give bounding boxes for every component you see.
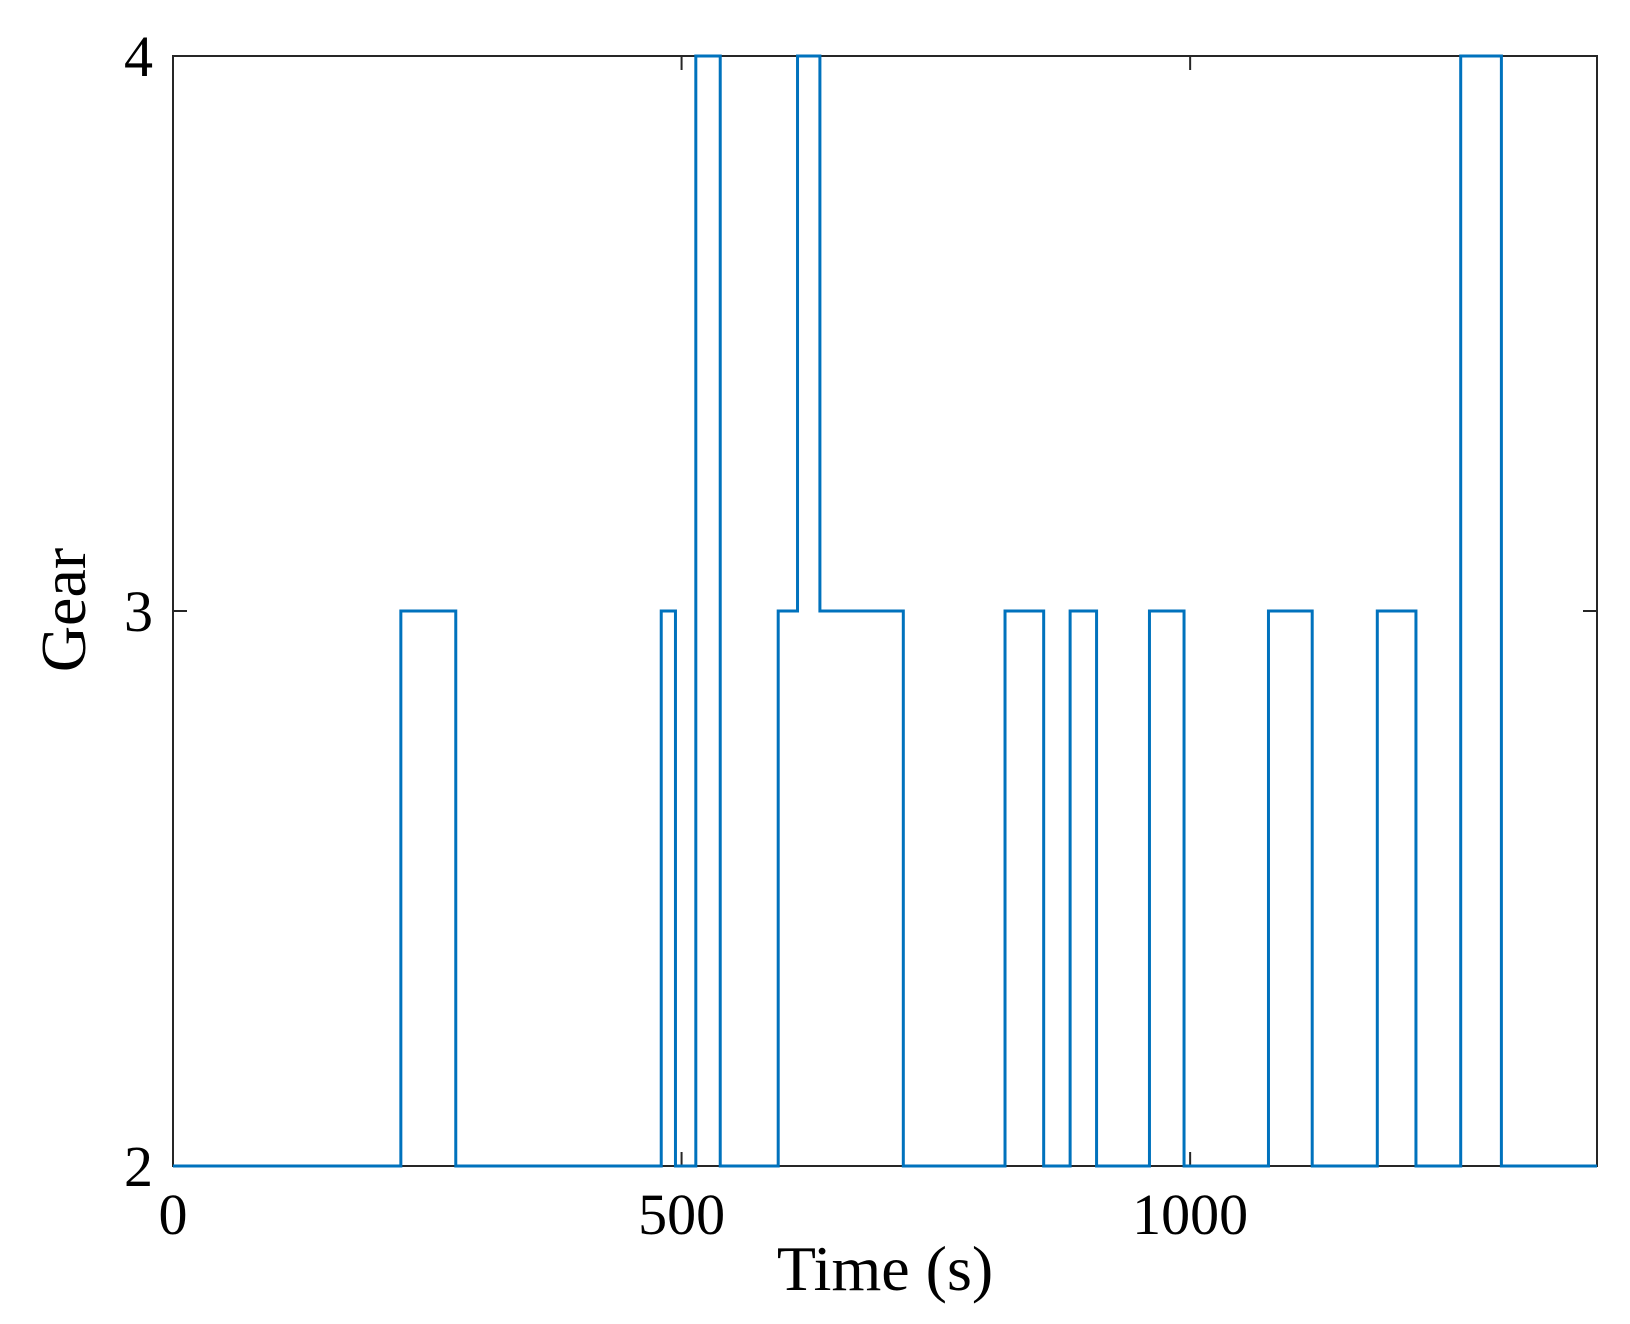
x-tick-group: 0 500 1000 [159, 56, 1248, 1247]
series-line-gear [173, 54, 1597, 1168]
y-tick-label: 4 [124, 24, 153, 89]
y-tick-group: 2 3 4 [124, 24, 1597, 1199]
x-tick-label: 1000 [1132, 1182, 1248, 1247]
y-axis-label: Gear [28, 548, 99, 672]
x-tick-label: 500 [638, 1182, 725, 1247]
x-tick-label: 0 [159, 1182, 188, 1247]
y-tick-label: 2 [124, 1134, 153, 1199]
y-tick-label: 3 [124, 579, 153, 644]
x-axis-label: Time (s) [777, 1233, 993, 1304]
